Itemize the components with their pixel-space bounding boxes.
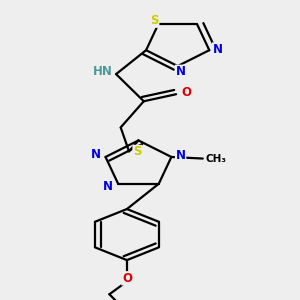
Text: N: N	[103, 180, 113, 193]
Text: S: S	[150, 14, 159, 27]
Text: N: N	[90, 148, 100, 161]
Text: HN: HN	[93, 65, 113, 78]
Text: N: N	[213, 43, 223, 56]
Text: O: O	[181, 86, 191, 99]
Text: N: N	[176, 149, 186, 162]
Text: N: N	[176, 65, 185, 78]
Text: CH₃: CH₃	[205, 154, 226, 164]
Text: O: O	[122, 272, 132, 285]
Text: S: S	[133, 146, 142, 158]
